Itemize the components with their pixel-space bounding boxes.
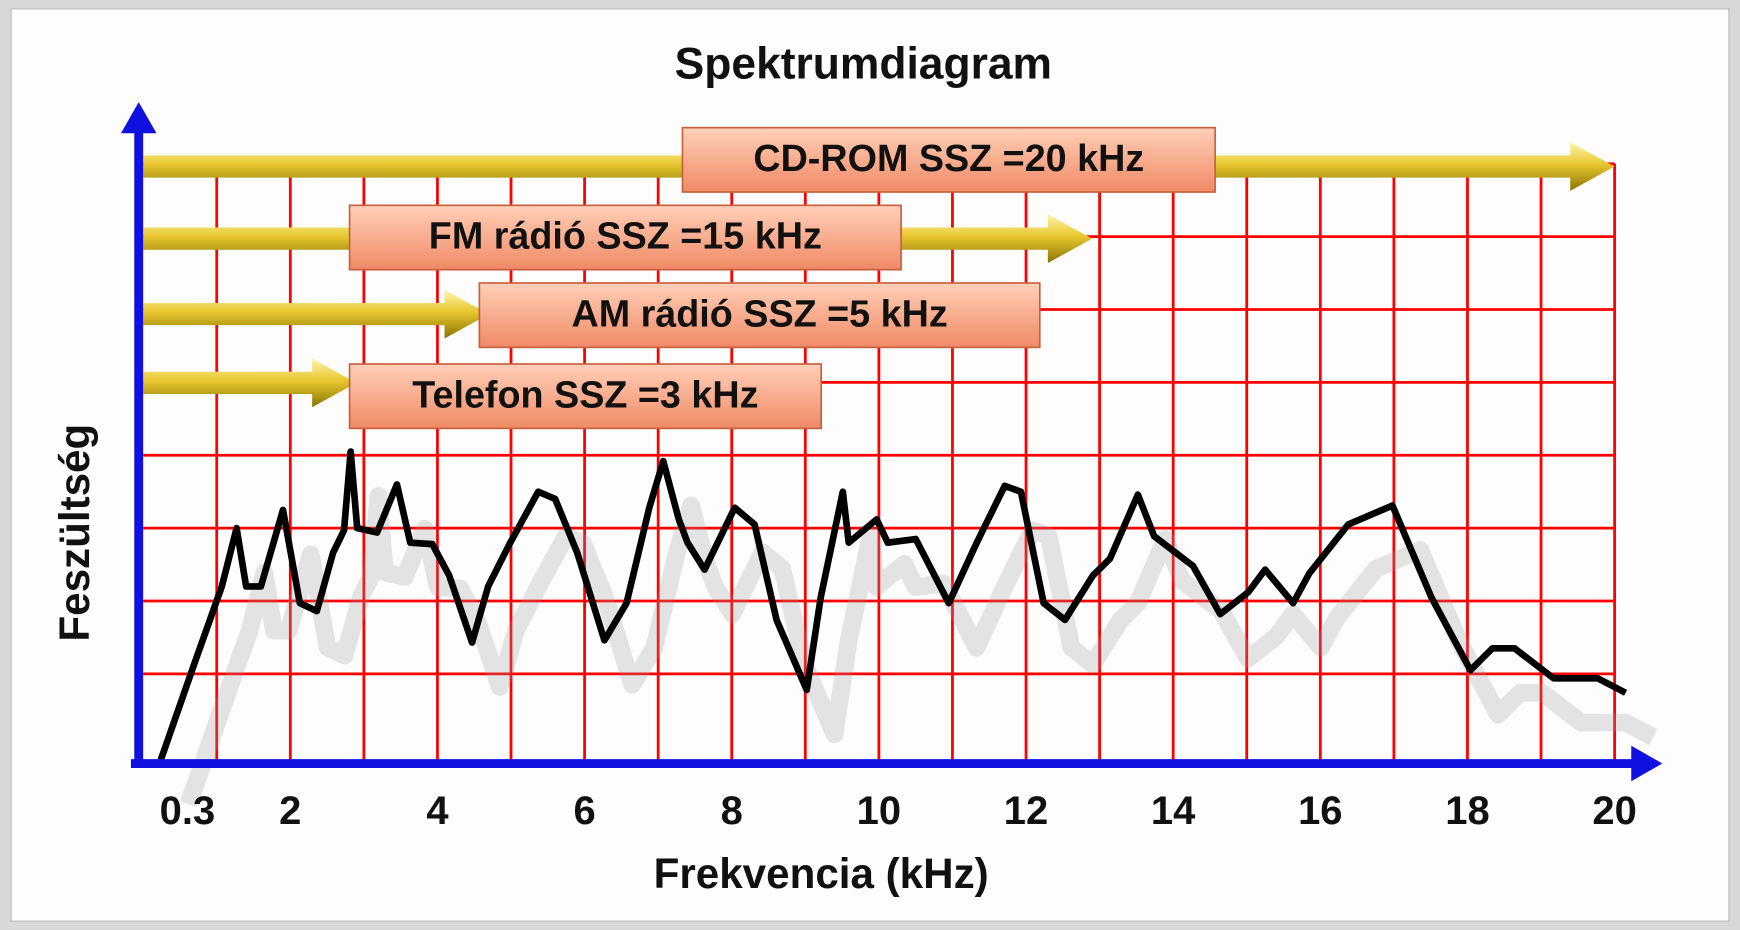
data-line (157, 448, 1628, 761)
band-label-box (348, 204, 902, 271)
x-tick-label: 8 (721, 789, 743, 833)
chart-title: Spektrumdiagram (675, 39, 1052, 88)
x-tick-label: 0.3 (160, 789, 216, 833)
band-label-box (478, 282, 1041, 349)
y-axis-label: Feszültség (51, 424, 98, 642)
band-label: CD-ROM SSZ =20 kHz (753, 137, 1144, 179)
x-tick-label: 6 (573, 789, 595, 833)
line-shadow (180, 487, 1658, 808)
x-tick-label: 4 (426, 789, 448, 833)
x-tick-label: 10 (857, 789, 901, 833)
x-tick-label: 2 (279, 789, 301, 833)
y-axis-arrow (120, 102, 157, 134)
band-label: FM rádió SSZ =15 kHz (429, 215, 822, 257)
band-label-box (348, 363, 823, 430)
x-tick-label: 12 (1004, 789, 1048, 833)
band-label: Telefon SSZ =3 kHz (412, 373, 758, 415)
band-arrow (143, 358, 357, 408)
x-axis-label: Frekvencia (kHz) (654, 850, 989, 897)
x-tick-label: 14 (1151, 789, 1195, 833)
band-arrow (143, 289, 489, 339)
band-label: AM rádió SSZ =5 kHz (571, 292, 947, 334)
band-label-box (681, 126, 1216, 193)
x-tick-label: 16 (1298, 789, 1342, 833)
x-axis-arrow (1631, 745, 1663, 782)
x-tick-label: 18 (1445, 789, 1489, 833)
x-tick-label: 20 (1592, 789, 1636, 833)
